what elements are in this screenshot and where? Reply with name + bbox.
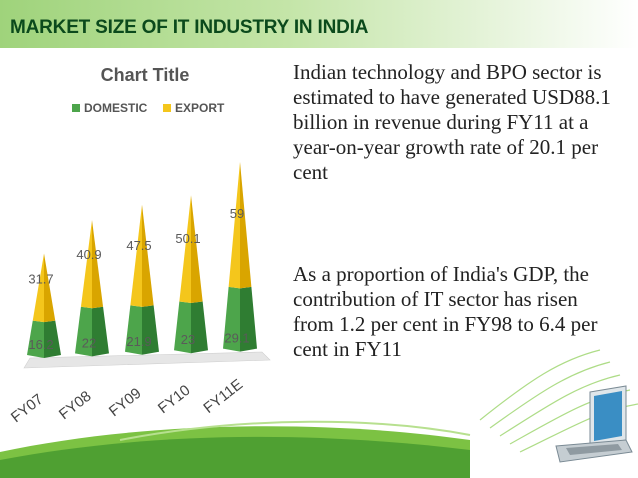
category-label-fy07: FY07 [8, 391, 47, 426]
data-label-export-fy11e: 59 [230, 206, 244, 221]
bar-export-left-fy07 [32, 253, 44, 323]
data-label-export-fy07: 31.7 [28, 272, 53, 287]
legend-item-export: EXPORT [163, 101, 224, 115]
bar-domestic-right-fy08 [92, 306, 109, 357]
bar-domestic-right-fy11e [240, 286, 257, 352]
bar-export-right-fy08 [92, 220, 104, 309]
paragraph-gdp-share: As a proportion of India's GDP, the cont… [293, 262, 598, 361]
bar-export-right-fy10 [191, 195, 203, 303]
chart-floor [23, 351, 271, 369]
legend-swatch-domestic [72, 104, 80, 112]
legend-label-export: EXPORT [175, 101, 225, 115]
swoosh-highlight [119, 420, 471, 441]
data-label-export-fy08: 40.9 [76, 247, 101, 262]
bar-export-left-fy09 [130, 204, 142, 307]
laptop-icon [555, 385, 633, 463]
legend-label-domestic: DOMESTIC [84, 101, 148, 115]
bar-domestic-left-fy10 [174, 301, 191, 354]
legend-swatch-export [163, 104, 171, 112]
category-label-fy11e: FY11E [200, 376, 246, 417]
bar-export-right-fy09 [142, 204, 154, 307]
legend-item-domestic: DOMESTIC [72, 101, 147, 115]
category-label-fy08: FY08 [56, 388, 95, 423]
chart-title: Chart Title [100, 65, 190, 85]
bar-export-right-fy07 [44, 253, 56, 323]
data-label-export-fy10: 50.1 [175, 231, 200, 246]
bar-export-right-fy11e [240, 161, 252, 289]
title-bar: MARKET SIZE OF IT INDUSTRY IN INDIA [0, 0, 638, 48]
data-label-export-fy09: 47.5 [126, 238, 151, 253]
bar-domestic-right-fy07 [44, 320, 61, 358]
slide-title: MARKET SIZE OF IT INDUSTRY IN INDIA [10, 17, 369, 38]
category-label-fy10: FY10 [155, 382, 194, 417]
bar-domestic-left-fy08 [75, 306, 92, 357]
bar-domestic-left-fy09 [125, 305, 142, 355]
data-label-domestic-fy08: 22 [82, 335, 96, 350]
data-label-domestic-fy09: 21.9 [126, 334, 151, 349]
bar-export-left-fy11e [228, 161, 240, 289]
bar-domestic-right-fy10 [191, 301, 208, 354]
paragraph-revenue: Indian technology and BPO sector is esti… [293, 60, 611, 184]
bar-domestic-right-fy09 [142, 305, 159, 355]
category-label-fy09: FY09 [106, 385, 145, 420]
bar-export-left-fy10 [179, 195, 191, 303]
bar-domestic-left-fy11e [223, 286, 240, 352]
data-label-domestic-fy11e: 29.1 [224, 331, 249, 346]
data-label-domestic-fy10: 23 [181, 332, 195, 347]
data-label-domestic-fy07: 16.2 [28, 337, 53, 352]
bar-export-left-fy08 [80, 220, 92, 309]
bottom-swoosh-dark [0, 436, 470, 478]
bar-domestic-left-fy07 [27, 320, 44, 358]
